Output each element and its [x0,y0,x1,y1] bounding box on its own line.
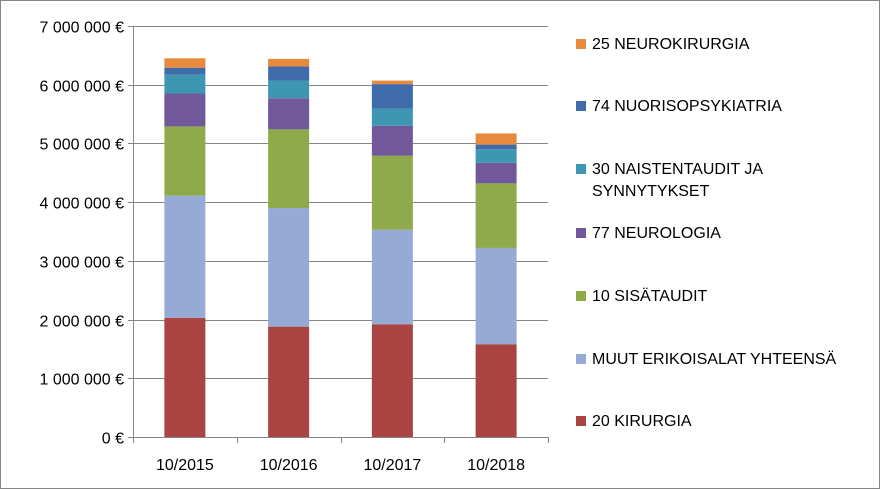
bar-segment [371,80,413,85]
x-tick-label: 10/2018 [467,457,525,474]
legend-item: 25 NEUROKIRURGIA [576,34,872,56]
bar-segment [475,344,517,437]
legend-swatch [576,291,586,301]
legend-label: 77 NEUROLOGIA [592,225,721,242]
legend-swatch [576,354,586,364]
legend-label: MUUT ERIKOISALAT YHTEENSÄ [592,351,837,368]
x-axis: 10/2015 10/2016 10/2017 10/2018 [133,437,549,474]
bar-segment [371,84,413,109]
legend-swatch [576,39,586,49]
y-tick-label: 3 000 000 € [39,255,124,272]
bar-segment [371,229,413,325]
x-tick-label: 10/2016 [260,457,318,474]
bar-segment [268,129,310,209]
y-axis: 0 € 1 000 000 € 2 000 000 € 3 000 000 € 4 00… [39,20,134,448]
legend-swatch [576,228,586,238]
x-tick-label: 10/2017 [363,457,421,474]
x-tick-label: 10/2015 [156,457,214,474]
bar-segment [164,93,206,127]
y-tick-label: 5 000 000 € [39,137,124,154]
legend-item: 77 NEUROLOGIA [576,223,872,245]
bar-segment [268,98,310,130]
y-tick-label: 4 000 000 € [39,196,124,213]
legend-item: 30 NAISTENTAUDIT JA SYNNYTYKSET [576,159,812,203]
y-tick-label: 1 000 000 € [39,372,124,389]
bar-segment [371,125,413,156]
bar-segment [268,208,310,327]
legend: 25 NEUROKIRURGIA 74 NUORISOPSYKIATRIA 30 N… [576,1,876,490]
bar-segment [475,162,517,184]
legend-item: 74 NUORISOPSYKIATRIA [576,96,872,118]
legend-label: 25 NEUROKIRURGIA [592,36,750,53]
bar-segment [164,195,206,318]
bar-segment [164,58,206,68]
bar-segment [475,133,517,145]
bar-segment [475,183,517,248]
bar-segment [268,80,310,99]
bar-segment [475,149,517,163]
legend-swatch [576,416,586,426]
legend-label: 30 NAISTENTAUDIT JA SYNNYTYKSET [592,161,763,200]
stacked-bar-chart: 0 € 1 000 000 € 2 000 000 € 3 000 000 € 4 00… [39,20,549,474]
legend-label: 74 NUORISOPSYKIATRIA [592,98,782,115]
y-tick-label: 7 000 000 € [39,20,124,37]
bars [164,58,517,437]
legend-swatch [576,164,586,174]
bar-segment [371,108,413,126]
legend-item: 20 KIRURGIA [576,411,872,433]
bar-segment [268,58,310,67]
bar-segment [164,74,206,94]
bar-segment [475,247,517,345]
bar-segment [164,317,206,437]
legend-label: 10 SISÄTAUDIT [592,288,708,305]
bar-segment [164,67,206,75]
bar-segment [371,155,413,230]
bar-segment [268,66,310,81]
y-tick-label: 6 000 000 € [39,79,124,96]
legend-swatch [576,101,586,111]
bar-segment [475,144,517,150]
bar-segment [268,326,310,437]
bar-segment [164,126,206,196]
legend-item: 10 SISÄTAUDIT [576,286,872,308]
bar-segment [371,324,413,437]
y-tick-label: 0 € [102,431,124,448]
legend-label: 20 KIRURGIA [592,413,692,430]
y-tick-label: 2 000 000 € [39,314,124,331]
legend-item: MUUT ERIKOISALAT YHTEENSÄ [576,349,872,371]
